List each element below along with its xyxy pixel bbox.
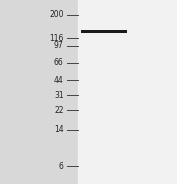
Text: 116: 116 (49, 34, 64, 43)
Text: 66: 66 (54, 58, 64, 67)
Text: 200: 200 (49, 10, 64, 19)
Text: 22: 22 (54, 106, 64, 115)
Text: 97: 97 (54, 41, 64, 50)
Text: 44: 44 (54, 76, 64, 85)
Bar (81, 30, 127, 33)
Bar (78, 0, 177, 184)
Text: 6: 6 (59, 162, 64, 171)
Text: 31: 31 (54, 91, 64, 100)
Text: 14: 14 (54, 125, 64, 134)
